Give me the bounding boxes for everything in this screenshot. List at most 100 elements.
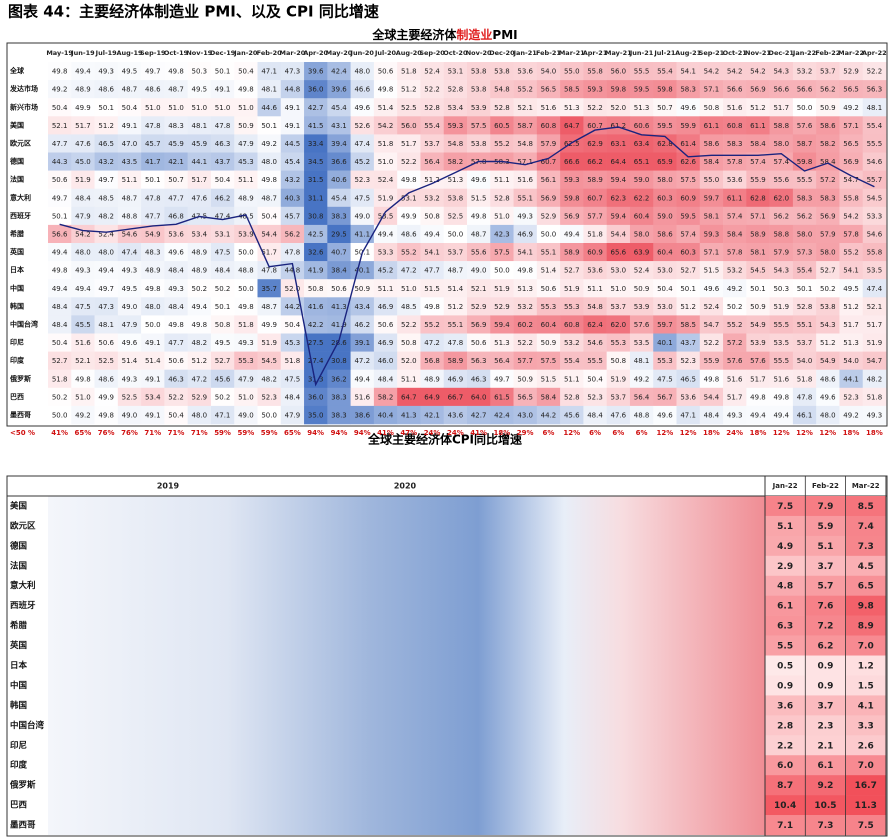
heat-cell <box>327 116 351 135</box>
cell-value: 50.0 <box>261 411 277 419</box>
heat-cell <box>513 243 538 262</box>
heat-cell <box>536 134 561 153</box>
cell-value: 65.1 <box>634 158 650 166</box>
row-label: 德国 <box>10 157 24 166</box>
cell-value: 7.2 <box>817 622 833 632</box>
cell-value: 7.6 <box>817 602 833 612</box>
heat-cell <box>397 315 421 334</box>
heat-cell <box>560 170 584 189</box>
heat-cell <box>48 206 72 226</box>
cell-value: 50.6 <box>52 176 68 184</box>
column-header: Dec-21 <box>769 49 795 57</box>
heat-cell <box>397 116 421 135</box>
heat-cell <box>327 333 351 352</box>
cell-value: 54.7 <box>843 176 859 184</box>
heat-cell <box>94 62 119 81</box>
heat-cell <box>397 261 421 280</box>
heat-cell <box>350 405 375 425</box>
heat-cell <box>373 134 398 153</box>
cell-value: 56.3 <box>867 86 883 94</box>
heat-cell <box>420 297 445 316</box>
heat-cell <box>699 98 724 117</box>
cell-value: 55.3 <box>564 303 580 311</box>
heat-cell <box>94 116 119 135</box>
cell-value: 53.4 <box>192 230 208 238</box>
heat-cell <box>653 62 677 81</box>
heat-cell <box>845 595 886 616</box>
heat-cell <box>629 188 654 208</box>
cell-value: 52.9 <box>843 68 859 76</box>
heat-cell <box>606 243 631 262</box>
cell-value: 51.2 <box>98 122 114 130</box>
heat-cell <box>536 152 561 171</box>
heat-cell <box>420 405 445 425</box>
cell-value: 61.1 <box>704 122 720 130</box>
heat-cell <box>653 206 677 226</box>
heat-cell <box>397 134 421 153</box>
cell-value: 50.0 <box>541 230 557 238</box>
cell-value: 48.9 <box>145 267 161 275</box>
heat-cell <box>234 170 258 189</box>
heat-cell <box>350 297 375 316</box>
cell-value: 47.7 <box>168 339 184 347</box>
heat-cell <box>606 405 631 425</box>
cell-value: 53.8 <box>448 194 464 202</box>
cell-value: 66.6 <box>564 158 580 166</box>
heat-cell <box>164 134 188 153</box>
heat-cell <box>699 116 724 135</box>
cell-value: 61.1 <box>727 194 743 202</box>
heat-cell <box>141 351 165 370</box>
heat-cell <box>48 134 72 153</box>
cell-value: 51.0 <box>494 212 510 220</box>
heat-cell <box>676 405 701 425</box>
cell-value: 42.4 <box>494 411 510 419</box>
heat-cell <box>839 98 864 117</box>
heat-cell <box>304 387 328 407</box>
cell-value: 50.7 <box>657 104 673 112</box>
heat-cell <box>513 405 538 425</box>
heat-cell <box>769 62 794 81</box>
heat-cell <box>490 351 514 370</box>
heat-cell <box>397 279 421 298</box>
heat-cell <box>792 224 817 244</box>
cell-value: 53.7 <box>797 339 813 347</box>
heat-cell <box>769 369 794 389</box>
cell-value: 12% <box>796 429 813 437</box>
column-header: Oct-20 <box>443 49 468 57</box>
heat-cell <box>746 170 770 189</box>
cell-value: 51.7 <box>75 122 91 130</box>
heat-cell <box>816 206 840 226</box>
heat-cell <box>746 297 770 316</box>
cell-value: 48.4 <box>587 411 603 419</box>
cell-value: 56.4 <box>424 158 440 166</box>
heat-cell <box>164 170 188 189</box>
heat-cell <box>723 152 747 171</box>
cell-value: 47.5 <box>657 375 673 383</box>
heat-cell <box>234 351 258 370</box>
heat-cell <box>420 80 445 99</box>
heat-cell <box>48 80 72 99</box>
cell-value: 55.5 <box>797 176 813 184</box>
cell-value: 47% <box>400 429 417 437</box>
cell-value: 41% <box>51 429 68 437</box>
cell-value: 54.1 <box>680 68 696 76</box>
cell-value: 58.0 <box>797 230 813 238</box>
cell-value: 52.9 <box>541 212 557 220</box>
cell-value: 46.3 <box>471 375 487 383</box>
heat-cell <box>805 715 846 736</box>
cell-value: 57.3 <box>797 249 813 257</box>
column-header: Apr-21 <box>583 49 608 57</box>
heat-cell <box>48 333 72 352</box>
cell-value: 65% <box>284 429 301 437</box>
heat-cell <box>234 62 258 81</box>
heat-cell <box>653 80 677 99</box>
cell-value: 52.3 <box>354 176 370 184</box>
cell-value: 50.6 <box>378 321 394 329</box>
row-label: 英国 <box>9 247 24 256</box>
heat-cell <box>490 405 514 425</box>
heat-cell <box>467 62 491 81</box>
heat-cell <box>117 279 142 298</box>
heat-cell <box>490 116 514 135</box>
cell-value: 57.4 <box>750 158 766 166</box>
cell-value: 50.4 <box>52 339 68 347</box>
